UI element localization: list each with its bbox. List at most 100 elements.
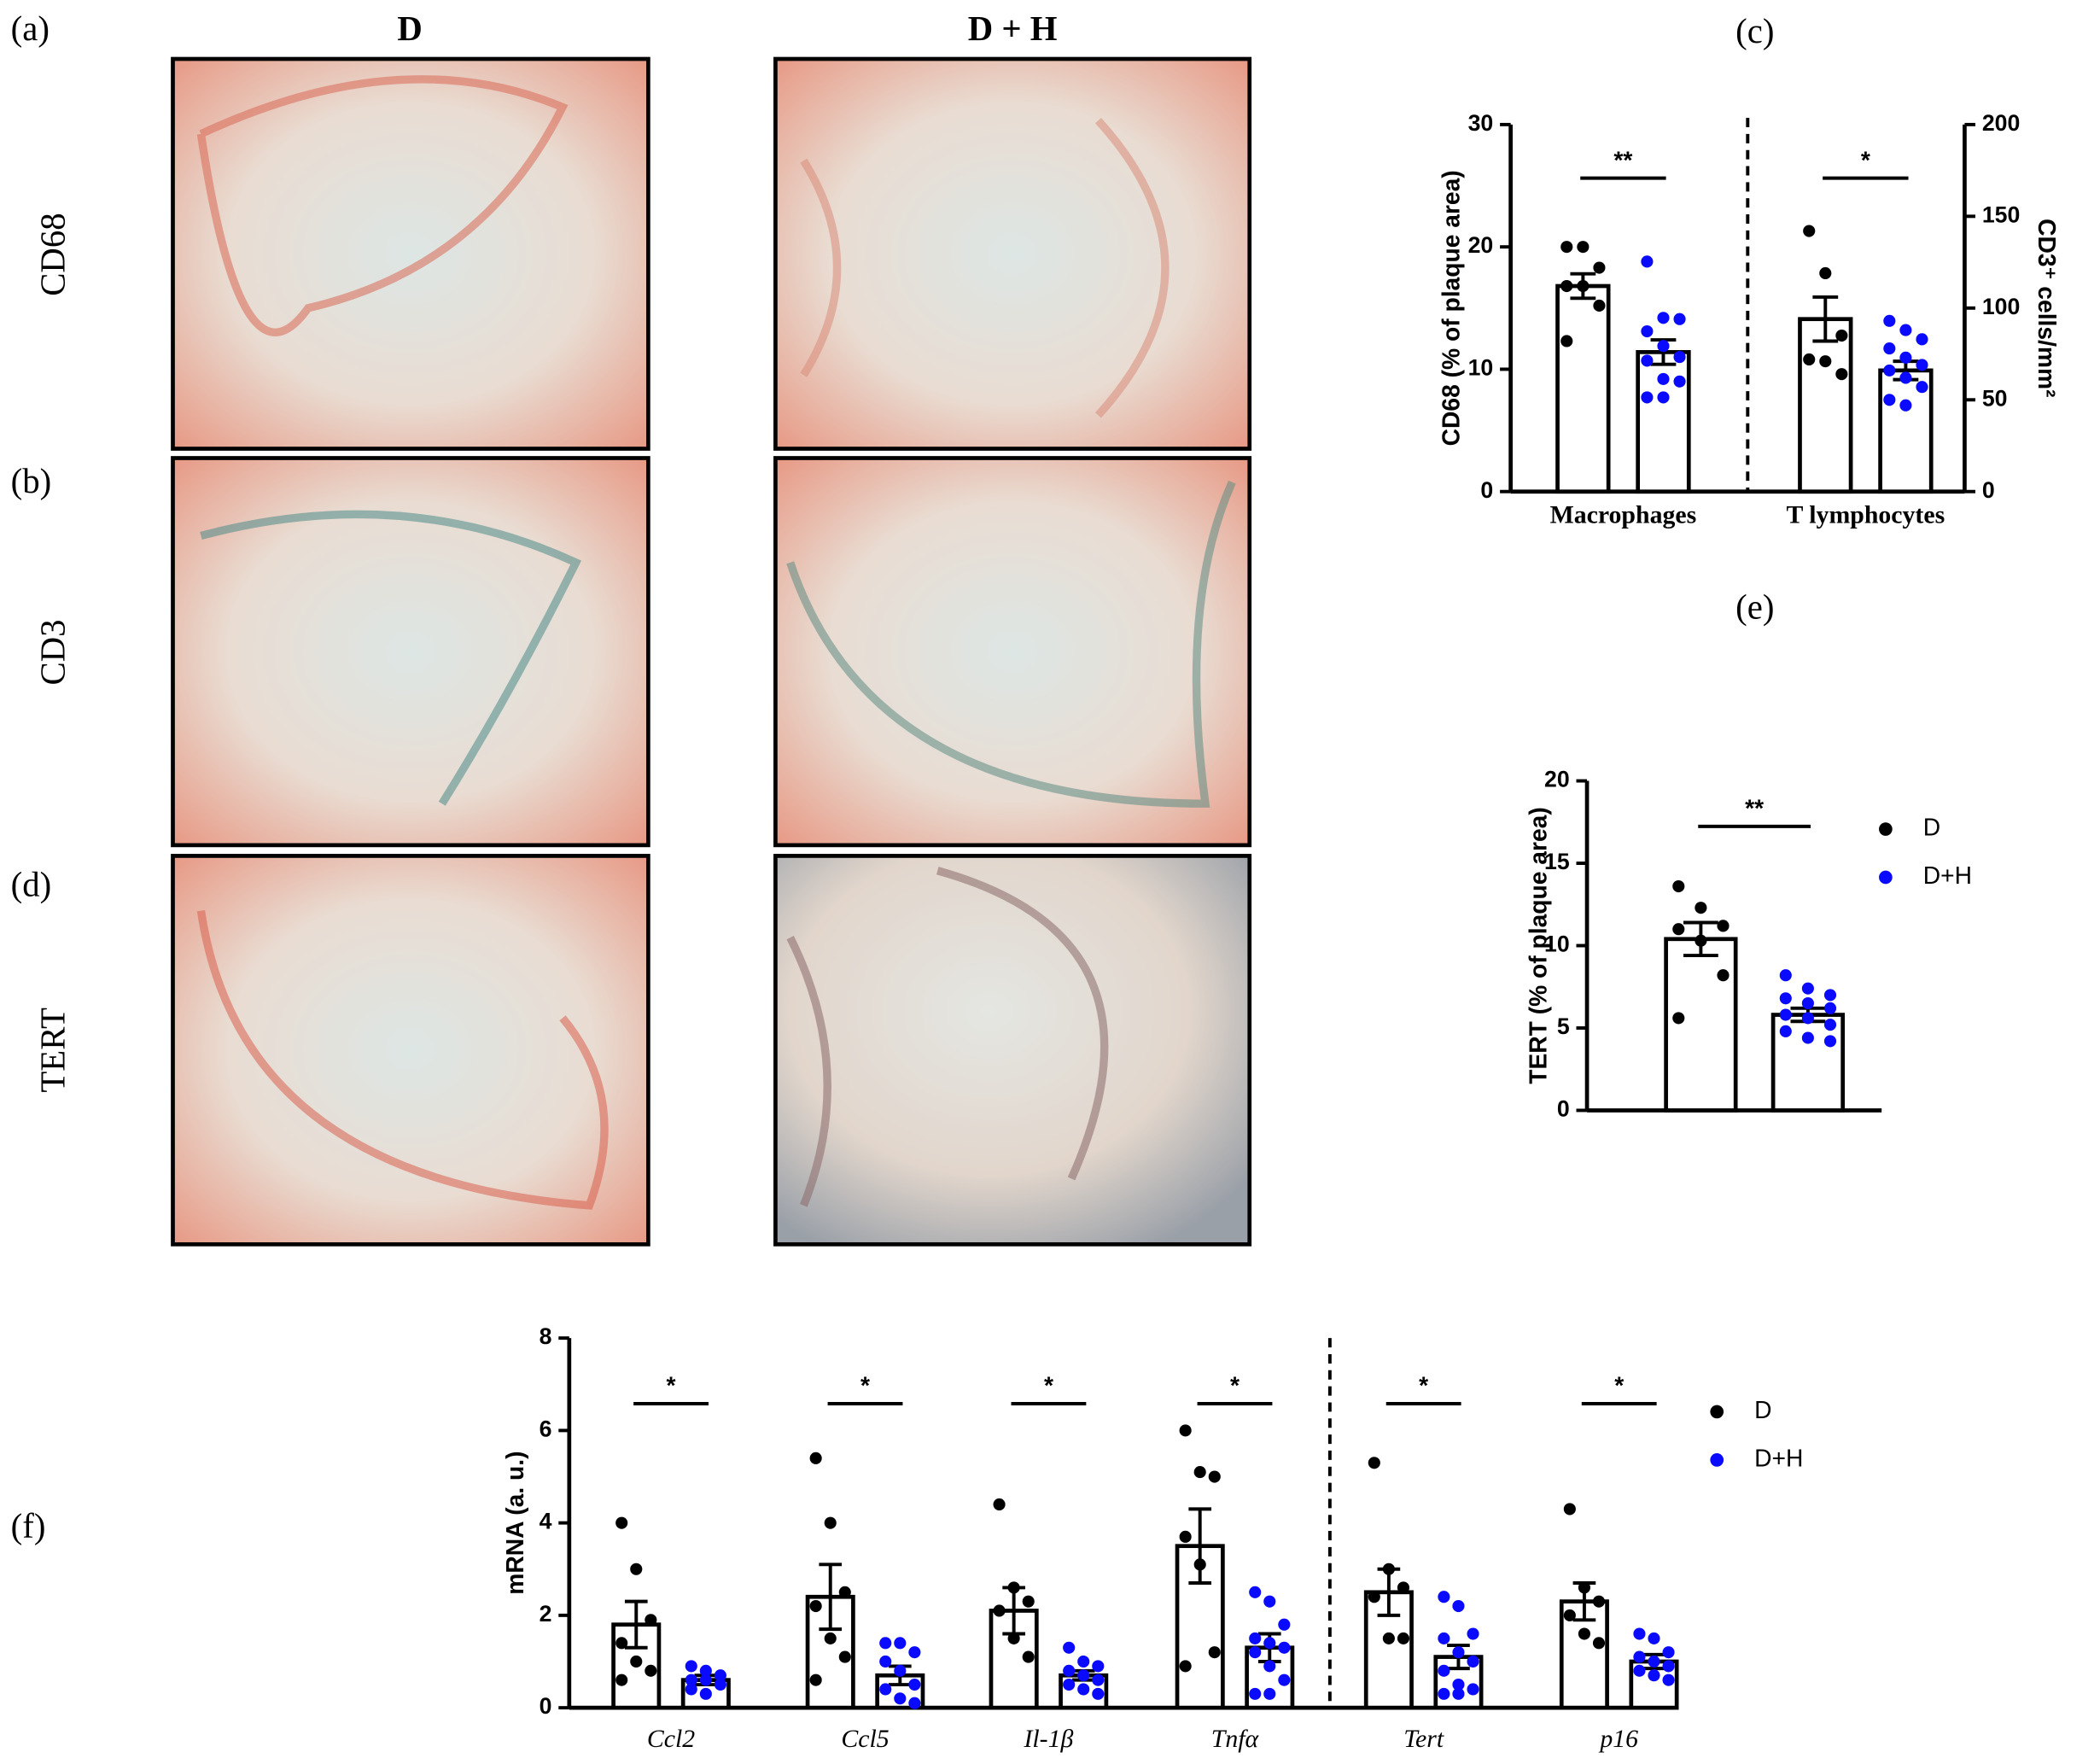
tissue: [786, 480, 1236, 808]
data-point: [1263, 1595, 1276, 1608]
data-point: [1007, 1581, 1020, 1594]
y-tick-label: 20: [1544, 767, 1570, 792]
y-tick-label: 4: [540, 1509, 552, 1534]
data-point: [1007, 1632, 1020, 1644]
data-point: [630, 1562, 643, 1575]
x-tick-label: T lymphocytes: [1786, 500, 1945, 529]
data-point: [1438, 1687, 1450, 1700]
data-point: [1063, 1664, 1076, 1677]
data-point: [809, 1673, 822, 1686]
data-point: [1899, 399, 1912, 412]
error-bar: [819, 1562, 843, 1632]
data-point: [894, 1692, 907, 1705]
data-point: [1899, 324, 1912, 336]
data-point: [1467, 1627, 1479, 1640]
data-point: [1673, 375, 1686, 388]
data-point: [1648, 1669, 1660, 1682]
micrograph: [773, 56, 1252, 451]
data-point: [1179, 1660, 1192, 1673]
data-point: [1193, 1558, 1206, 1571]
data-point: [1438, 1632, 1450, 1644]
significance-label: *: [1614, 1372, 1624, 1399]
data-point: [1193, 1466, 1206, 1479]
data-point: [1801, 1031, 1814, 1044]
data-point: [1563, 1503, 1576, 1516]
data-point: [1657, 391, 1670, 404]
x-tick-label: Tert: [1403, 1725, 1444, 1753]
data-point: [894, 1637, 907, 1650]
data-point: [1263, 1660, 1276, 1673]
data-point: [1695, 902, 1707, 914]
data-point: [1823, 1035, 1837, 1048]
data-point: [1063, 1678, 1076, 1691]
data-point: [1263, 1637, 1276, 1650]
data-point: [1801, 982, 1814, 995]
data-point: [838, 1650, 851, 1663]
y2-tick-label: 200: [1982, 110, 2020, 136]
data-point: [699, 1673, 712, 1686]
bar: [1555, 283, 1611, 494]
data-point: [1648, 1655, 1660, 1668]
data-point: [1916, 333, 1928, 346]
data-point: [685, 1660, 697, 1673]
significance-label: **: [1613, 146, 1632, 173]
micrograph: [773, 456, 1252, 848]
data-point: [1560, 335, 1573, 348]
data-point: [1819, 266, 1832, 280]
data-point: [1077, 1683, 1090, 1696]
error-bar: [1188, 1507, 1212, 1585]
panel-label: (a): [11, 9, 50, 48]
panel-label: (b): [11, 462, 52, 500]
tissue: [786, 867, 1109, 1207]
x-tick-label: Ccl2: [647, 1725, 695, 1753]
data-point: [645, 1614, 657, 1627]
significance-label: *: [667, 1372, 676, 1399]
x-tick-label: Ccl5: [841, 1725, 889, 1753]
data-point: [1662, 1673, 1675, 1686]
y-tick-label: 15: [1544, 849, 1570, 874]
y-tick-label: 5: [1557, 1013, 1570, 1039]
data-point: [1278, 1618, 1291, 1631]
data-point: [645, 1664, 657, 1677]
data-point: [1695, 934, 1707, 947]
data-point: [824, 1516, 837, 1529]
data-point: [1593, 299, 1606, 312]
row-label: CD68: [33, 213, 72, 295]
data-point: [1657, 312, 1670, 324]
panel-label: (d): [11, 865, 52, 903]
data-point: [1641, 324, 1654, 338]
panel-label: (c): [1735, 12, 1774, 50]
data-point: [1779, 992, 1792, 1005]
data-point: [1249, 1646, 1262, 1659]
data-point: [908, 1697, 921, 1709]
data-point: [1633, 1627, 1646, 1640]
data-point: [1077, 1669, 1090, 1682]
data-point: [1657, 372, 1670, 385]
data-point: [1883, 314, 1896, 327]
data-point: [1648, 1632, 1660, 1644]
data-point: [993, 1604, 1006, 1617]
data-point: [1208, 1470, 1221, 1483]
legend-label: D+H: [1923, 862, 1972, 889]
error-bar: [624, 1599, 648, 1650]
data-point: [1063, 1641, 1076, 1654]
data-point: [1803, 353, 1816, 366]
data-point: [1657, 340, 1670, 353]
data-point: [1899, 351, 1912, 364]
panel-label: (e): [1735, 588, 1774, 627]
data-point: [1278, 1673, 1291, 1686]
data-point: [1823, 1019, 1837, 1031]
data-point: [1835, 329, 1848, 342]
data-point: [1801, 996, 1814, 1010]
data-point: [615, 1516, 628, 1529]
data-point: [1633, 1664, 1646, 1677]
data-point: [1899, 371, 1912, 384]
data-point: [699, 1687, 712, 1700]
data-point: [699, 1664, 712, 1677]
data-point: [993, 1498, 1006, 1511]
data-point: [809, 1599, 822, 1613]
data-point: [1883, 394, 1896, 406]
y-tick-label: 20: [1468, 232, 1494, 258]
data-point: [838, 1586, 851, 1598]
